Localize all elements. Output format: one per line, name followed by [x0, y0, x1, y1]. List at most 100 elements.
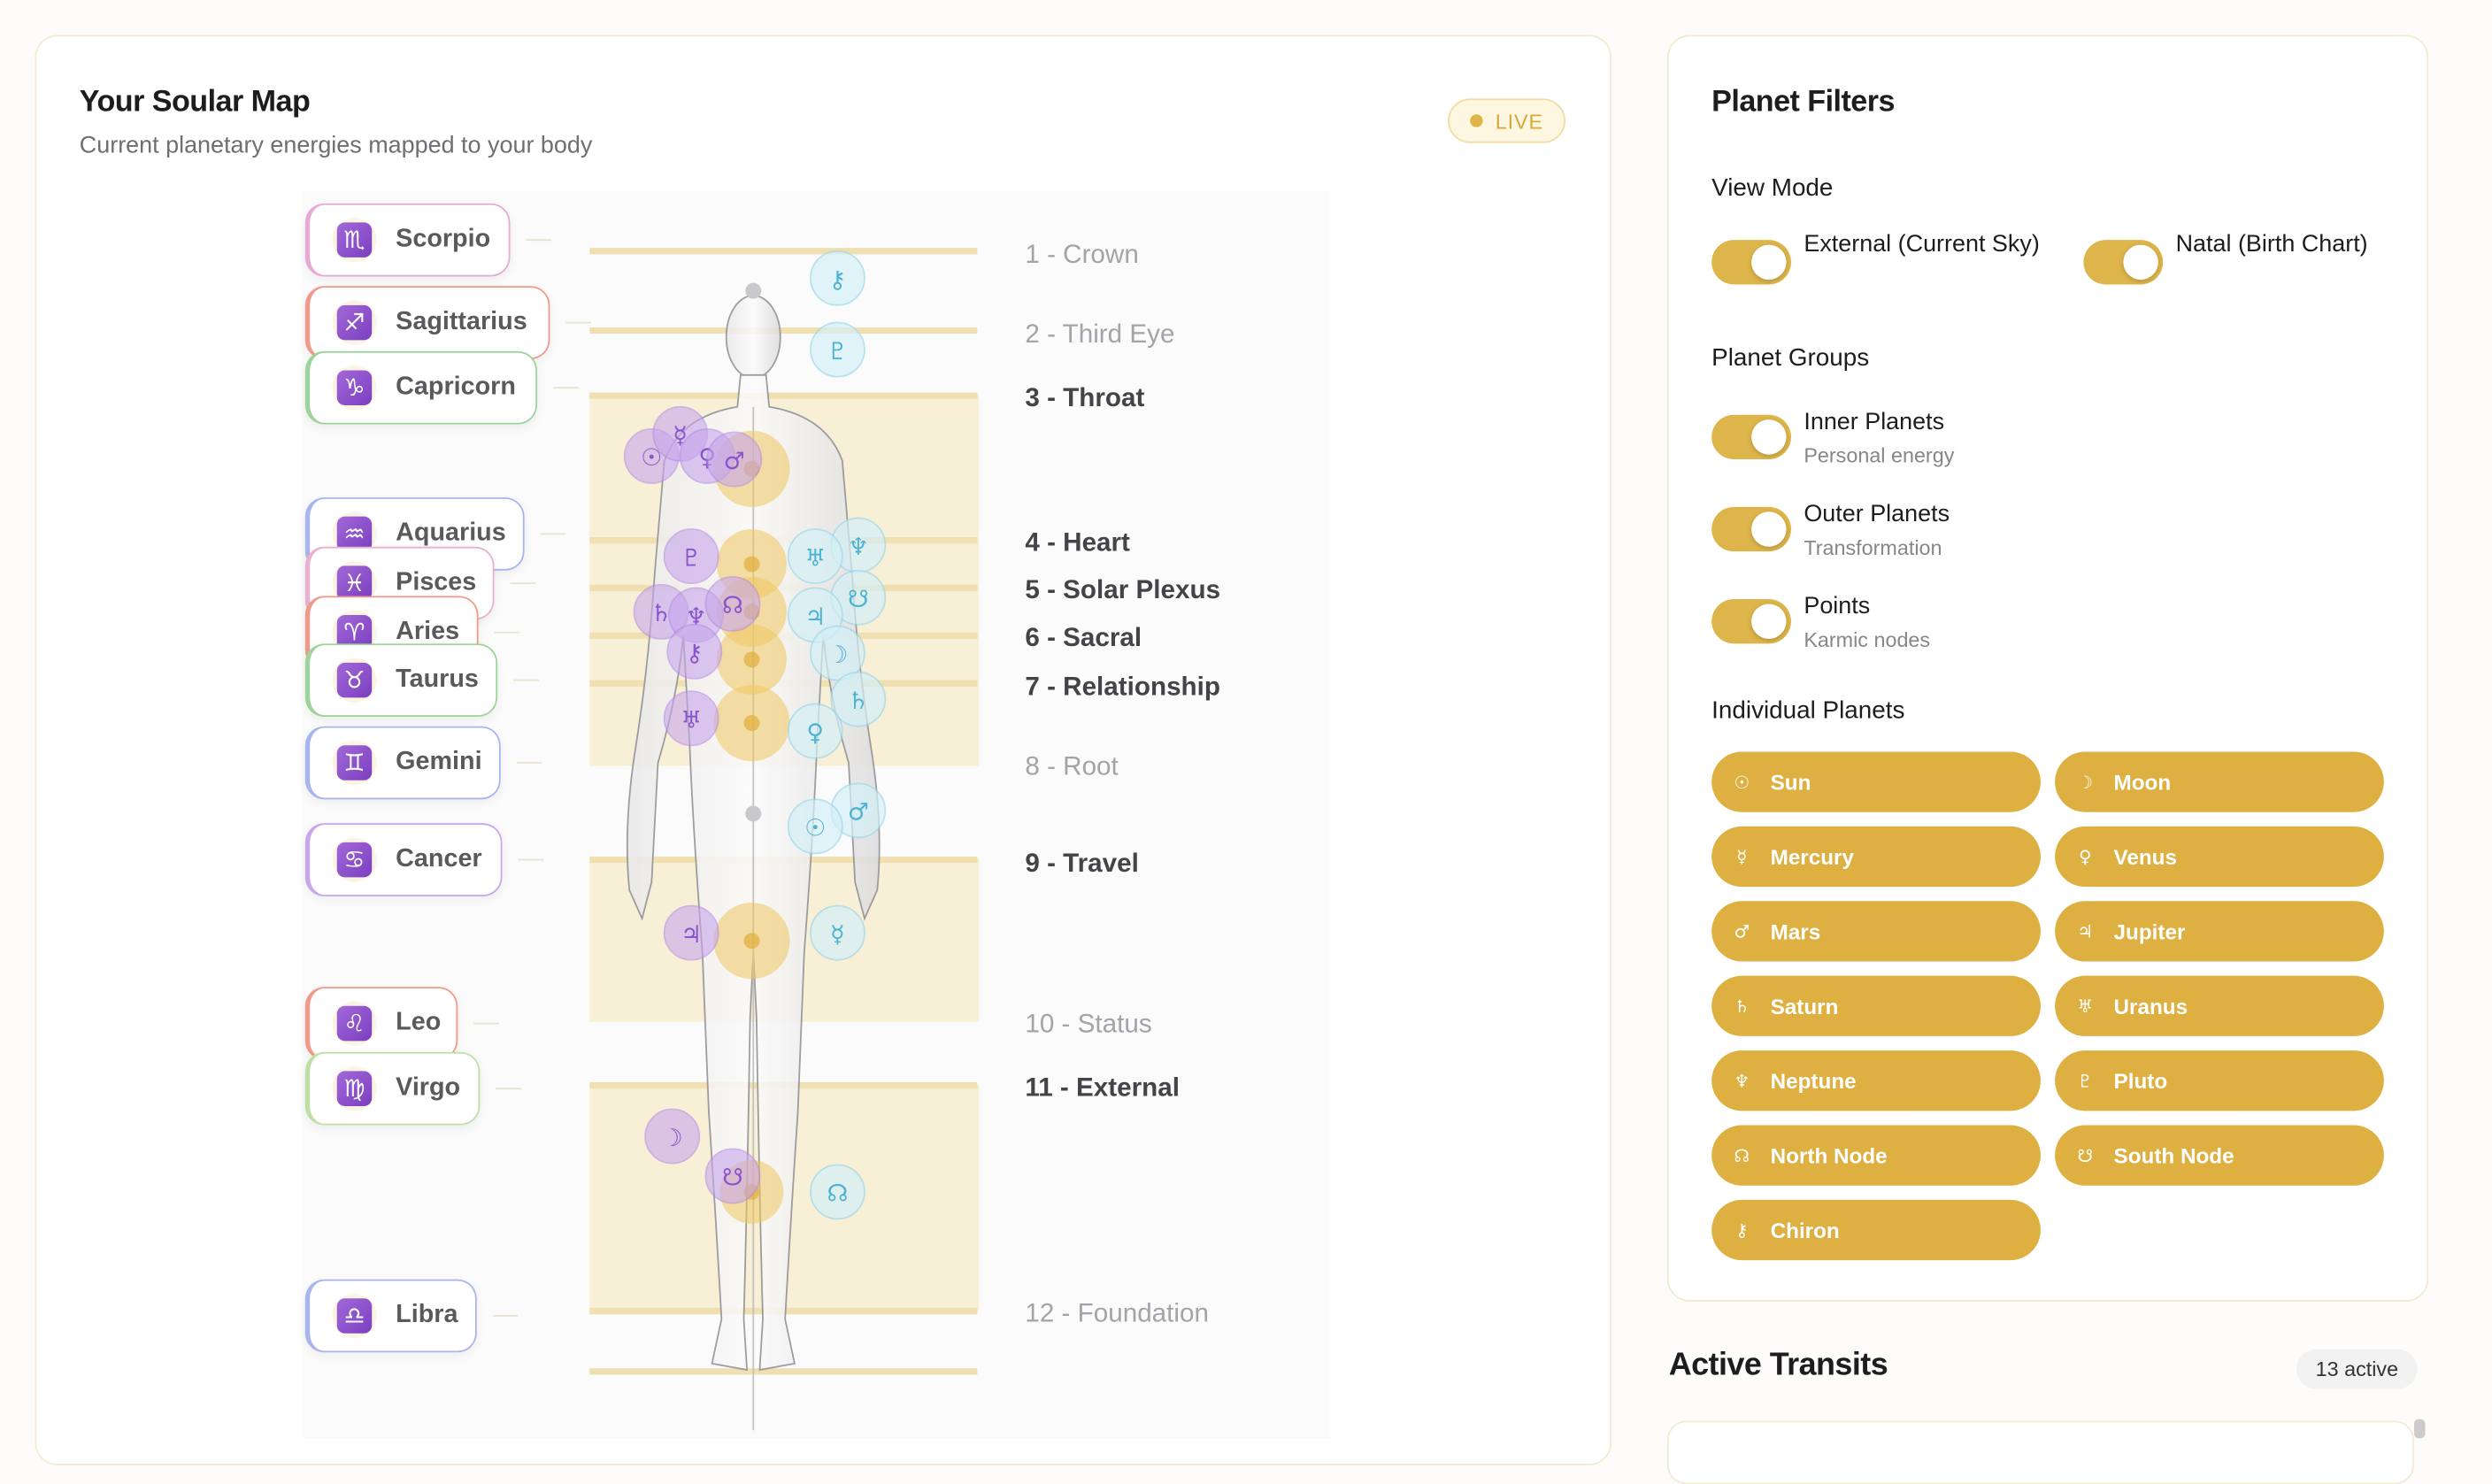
- marker-glyph: ♂: [848, 799, 869, 827]
- map-title: Your Soular Map: [79, 85, 311, 119]
- marker-glyph: ♃: [804, 604, 826, 631]
- planet-marker: ♀: [787, 703, 843, 759]
- app: Your Soular Map Current planetary energi…: [35, 35, 2429, 1484]
- marker-glyph: ☋: [722, 1165, 743, 1192]
- marker-glyph: ☊: [722, 592, 743, 619]
- sign-glyph: ♐: [336, 304, 373, 341]
- planet-button[interactable]: ♅ Uranus: [2055, 975, 2384, 1036]
- planet-button[interactable]: ♀ Venus: [2055, 826, 2384, 888]
- planet-marker: ⚷: [666, 623, 723, 680]
- chakra-point: [745, 282, 762, 299]
- marker-circle: [663, 528, 719, 584]
- group-description: Transformation: [1804, 535, 1942, 560]
- chakra-core: [743, 715, 760, 732]
- marker-circle: [810, 904, 865, 961]
- sign-glyph: ♎: [336, 1298, 373, 1334]
- marker-circle: [810, 250, 865, 306]
- planet-button[interactable]: ♄ Saturn: [1711, 975, 2041, 1036]
- sign-label: ♋ Cancer: [304, 823, 503, 896]
- sign-name: Cancer: [396, 845, 482, 873]
- marker-circle: [810, 625, 865, 681]
- toggle[interactable]: [1711, 414, 1791, 460]
- planet-name: Uranus: [2113, 994, 2188, 1019]
- marker-glyph: ♇: [827, 338, 848, 365]
- planet-marker: ☋: [704, 1148, 761, 1204]
- planet-button[interactable]: ☿ Mercury: [1711, 826, 2041, 888]
- toggle-knob: [1751, 419, 1787, 455]
- planet-groups-label: Planet Groups: [1711, 344, 1870, 373]
- group-name: Points: [1804, 592, 1871, 620]
- view-mode-option: External (Current Sky): [1804, 230, 2040, 258]
- planet-button[interactable]: ☊ North Node: [1711, 1125, 2041, 1186]
- marker-glyph: ☽: [827, 642, 848, 669]
- planet-button[interactable]: ♃ Jupiter: [2055, 901, 2384, 962]
- group-name: Inner Planets: [1804, 408, 1945, 436]
- planet-button[interactable]: ♆ Neptune: [1711, 1050, 2041, 1111]
- planet-glyph: ⚷: [1735, 1219, 1749, 1241]
- planet-name: North Node: [1770, 1143, 1888, 1168]
- marker-glyph: ♀: [806, 719, 824, 747]
- planet-name: Pluto: [2113, 1068, 2168, 1093]
- house-label: 10 - Status: [1025, 1010, 1152, 1039]
- marker-circle: [787, 703, 843, 759]
- planet-marker: ⚷: [810, 250, 865, 306]
- sign-glyph: ♑: [336, 370, 373, 405]
- group-description: Personal energy: [1804, 443, 1955, 467]
- marker-glyph: ♅: [681, 707, 702, 734]
- toggle-knob: [1751, 604, 1787, 639]
- planet-button[interactable]: ⚷ Chiron: [1711, 1199, 2041, 1261]
- sign-icon: ♏: [332, 218, 377, 263]
- sign-label: ♐ Sagittarius: [304, 286, 550, 359]
- planet-marker: ☊: [810, 1164, 865, 1220]
- marker-circle: [810, 321, 865, 378]
- badge-text: LIVE: [1495, 109, 1543, 133]
- individual-planets-label: Individual Planets: [1711, 697, 1905, 725]
- marker-glyph: ☿: [830, 921, 845, 949]
- connectors: [473, 239, 592, 1317]
- house-label: 4 - Heart: [1025, 528, 1130, 557]
- group-description: Karmic nodes: [1804, 627, 1931, 652]
- planet-button[interactable]: ☉ Sun: [1711, 751, 2041, 812]
- toggle[interactable]: [1711, 240, 1791, 285]
- planet-button[interactable]: ♂ Mars: [1711, 901, 2041, 962]
- planet-glyph: ☋: [2077, 1144, 2094, 1166]
- planet-name: Moon: [2113, 770, 2172, 795]
- filters-card: [1666, 35, 2429, 1302]
- house-label: 1 - Crown: [1025, 241, 1139, 270]
- planet-marker: ♇: [663, 528, 719, 584]
- map-subtitle: Current planetary energies mapped to you…: [79, 132, 593, 159]
- planet-glyph: ♅: [2077, 996, 2094, 1017]
- planet-button[interactable]: ☋ South Node: [2055, 1125, 2384, 1186]
- toggle[interactable]: [1711, 506, 1791, 552]
- house-label: 2 - Third Eye: [1025, 319, 1175, 350]
- sign-label: ♑ Capricorn: [304, 350, 538, 425]
- toggle[interactable]: [1711, 599, 1791, 644]
- sign-icon: ♋: [332, 837, 377, 882]
- sign-label: ♊ Gemini: [304, 726, 501, 800]
- toggle[interactable]: [2083, 240, 2164, 285]
- body-map: ☉☿♀♂♇♄♆☊⚷♅♃☽☋⚷♇♆♅☋♃☽♄♀♂☉☿☊: [473, 239, 980, 1431]
- marker-circle: [663, 904, 719, 961]
- sign-icon: ♍: [332, 1066, 377, 1111]
- marker-circle: [706, 431, 763, 488]
- marker-glyph: ♇: [681, 544, 702, 572]
- chakra-point: [745, 805, 762, 822]
- house-label: 6 - Sacral: [1025, 623, 1142, 653]
- transits-title: Active Transits: [1668, 1347, 1888, 1383]
- planet-glyph: ♂: [1734, 920, 1750, 942]
- planet-glyph: ☉: [1734, 771, 1750, 793]
- house-label: 12 - Foundation: [1025, 1299, 1209, 1328]
- view-mode-option: Natal (Birth Chart): [2175, 230, 2368, 258]
- planet-name: Mars: [1770, 919, 1821, 943]
- planet-marker: ♇: [810, 321, 865, 378]
- planet-glyph: ♄: [1734, 996, 1750, 1017]
- planet-marker: ☽: [810, 625, 865, 681]
- marker-circle: [787, 798, 843, 855]
- planet-button[interactable]: ☽ Moon: [2055, 751, 2384, 812]
- sign-label: ♌ Leo: [304, 987, 458, 1060]
- marker-glyph: ♆: [848, 534, 869, 561]
- planet-button[interactable]: ♇ Pluto: [2055, 1050, 2384, 1111]
- planet-name: Saturn: [1770, 994, 1839, 1019]
- sign-name: Gemini: [396, 748, 482, 776]
- planet-marker: ♃: [787, 587, 843, 643]
